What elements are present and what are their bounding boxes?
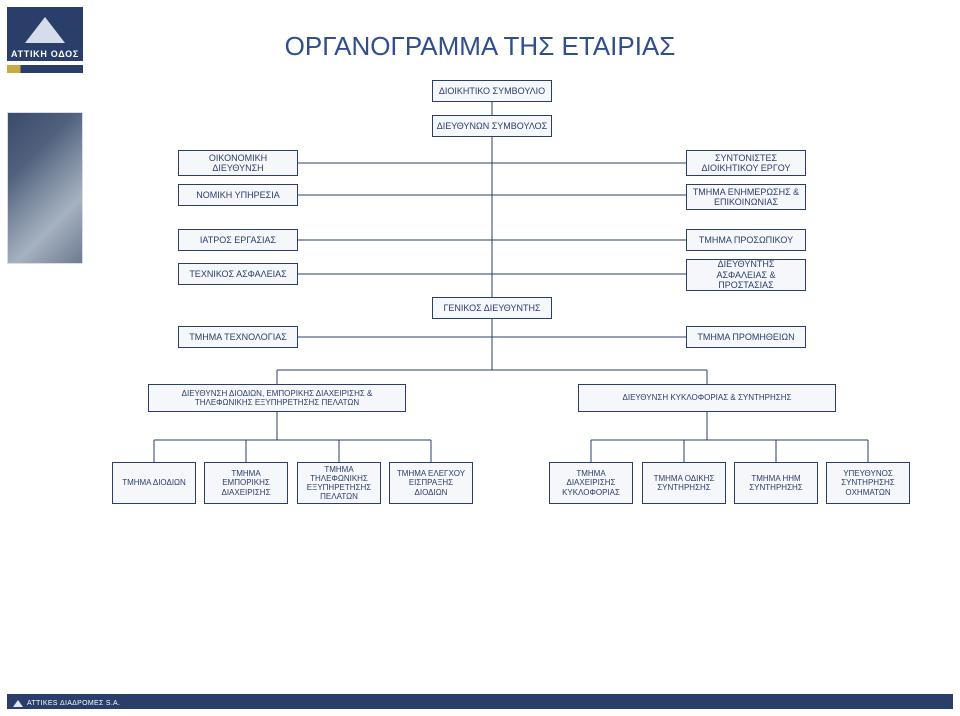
org-node-l1: ΤΜΗΜΑ ΔΙΟΔΙΩΝ xyxy=(112,462,196,504)
org-node-l3: ΤΜΗΜΑ ΤΗΛΕΦΩΝΙΚΗΣ ΕΞΥΠΗΡΕΤΗΣΗΣ ΠΕΛΑΤΩΝ xyxy=(297,462,381,504)
org-chart-connectors xyxy=(0,0,960,716)
org-node-l2: ΤΜΗΜΑ ΕΜΠΟΡΙΚΗΣ ΔΙΑΧΕΙΡΙΣΗΣ xyxy=(204,462,288,504)
side-photo xyxy=(7,112,83,264)
org-node-bod: ΔΙΟΙΚΗΤΙΚΟ ΣΥΜΒΟΥΛΙΟ xyxy=(432,80,552,102)
org-node-press: ΤΜΗΜΑ ΕΝΗΜΕΡΩΣΗΣ & ΕΠΙΚΟΙΝΩΝΙΑΣ xyxy=(686,184,806,210)
footer-bar: ATTIKES ΔΙΑΔΡΟΜΕΣ S.A. xyxy=(7,694,953,709)
footer-road-icon xyxy=(13,700,23,707)
org-node-ceo: ΔΙΕΥΘΥΝΩΝ ΣΥΜΒΟΥΛΟΣ xyxy=(432,115,552,137)
org-node-secdir: ΔΙΕΥΘΥΝΤΗΣ ΑΣΦΑΛΕΙΑΣ & ΠΡΟΣΤΑΣΙΑΣ xyxy=(686,259,806,291)
page-title: ΟΡΓΑΝΟΓΡΑΜΜΑ ΤΗΣ ΕΤΑΙΡΙΑΣ xyxy=(0,31,960,62)
org-node-r4: ΥΠΕΥΘΥΝΟΣ ΣΥΝΤΗΡΗΣΗΣ ΟΧΗΜΑΤΩΝ xyxy=(826,462,910,504)
brand-stripe xyxy=(7,65,83,73)
org-node-div_l: ΔΙΕΥΘΥΝΣΗ ΔΙΟΔΙΩΝ, ΕΜΠΟΡΙΚΗΣ ΔΙΑΧΕΙΡΙΣΗΣ… xyxy=(148,384,406,412)
org-node-safe: ΤΕΧΝΙΚΟΣ ΑΣΦΑΛΕΙΑΣ xyxy=(178,263,298,285)
org-node-tech: ΤΜΗΜΑ ΤΕΧΝΟΛΟΓΙΑΣ xyxy=(178,326,298,348)
org-node-hr: ΤΜΗΜΑ ΠΡΟΣΩΠΙΚΟΥ xyxy=(686,229,806,251)
org-node-gm: ΓΕΝΙΚΟΣ ΔΙΕΥΘΥΝΤΗΣ xyxy=(432,297,552,319)
footer-brand: ATTIKES ΔΙΑΔΡΟΜΕΣ S.A. xyxy=(13,700,120,707)
org-node-coord: ΣΥΝΤΟΝΙΣΤΕΣ ΔΙΟΙΚΗΤΙΚΟΥ ΕΡΓΟΥ xyxy=(686,150,806,176)
org-node-div_r: ΔΙΕΥΘΥΝΣΗ ΚΥΚΛΟΦΟΡΙΑΣ & ΣΥΝΤΗΡΗΣΗΣ xyxy=(578,384,836,412)
org-node-proc: ΤΜΗΜΑ ΠΡΟΜΗΘΕΙΩΝ xyxy=(686,326,806,348)
org-node-r2: ΤΜΗΜΑ ΟΔΙΚΗΣ ΣΥΝΤΗΡΗΣΗΣ xyxy=(642,462,726,504)
org-node-l4: ΤΜΗΜΑ ΕΛΕΓΧΟΥ ΕΙΣΠΡΑΞΗΣ ΔΙΟΔΙΩΝ xyxy=(389,462,473,504)
footer-brand-text: ATTIKES ΔΙΑΔΡΟΜΕΣ S.A. xyxy=(27,700,120,707)
org-node-r1: ΤΜΗΜΑ ΔΙΑΧΕΙΡΙΣΗΣ ΚΥΚΛΟΦΟΡΙΑΣ xyxy=(549,462,633,504)
org-node-occ: ΙΑΤΡΟΣ ΕΡΓΑΣΙΑΣ xyxy=(178,229,298,251)
org-node-r3: ΤΜΗΜΑ ΗΗΜ ΣΥΝΤΗΡΗΣΗΣ xyxy=(734,462,818,504)
org-node-fin: ΟΙΚΟΝΟΜΙΚΗ ΔΙΕΥΘΥΝΣΗ xyxy=(178,150,298,176)
org-node-legal: ΝΟΜΙΚΗ ΥΠΗΡΕΣΙΑ xyxy=(178,184,298,206)
